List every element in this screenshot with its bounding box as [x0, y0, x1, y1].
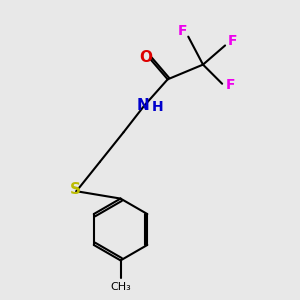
- Text: F: F: [178, 24, 187, 38]
- Text: H: H: [152, 100, 163, 114]
- Text: CH₃: CH₃: [110, 282, 131, 292]
- Text: F: F: [226, 78, 236, 92]
- Text: F: F: [228, 34, 237, 48]
- Text: N: N: [136, 98, 149, 113]
- Text: S: S: [69, 182, 80, 197]
- Text: O: O: [139, 50, 152, 65]
